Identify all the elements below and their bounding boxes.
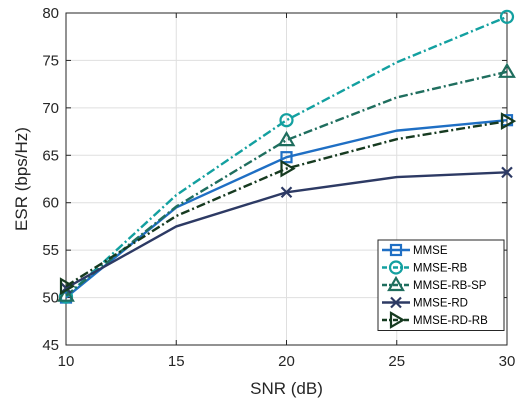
data-point-marker — [279, 113, 294, 128]
y-tick-label: 45 — [42, 337, 59, 354]
y-tick-label: 75 — [42, 52, 59, 69]
y-tick-label: 80 — [42, 5, 59, 22]
legend-label: MMSE-RB — [413, 263, 468, 275]
series-line — [65, 119, 508, 288]
y-axis-title: ESR (bps/Hz) — [12, 127, 31, 231]
series-line — [65, 15, 508, 298]
data-point-marker — [280, 151, 293, 164]
series-lines — [57, 9, 517, 304]
y-tick-label: 55 — [42, 242, 59, 259]
data-point-marker — [500, 112, 517, 131]
legend-marker — [389, 243, 403, 257]
series-mmse-rd-rb — [59, 112, 517, 296]
legend: MMSE MMSE-RB MMSE-RB-SP MMSE-RD MMSE-RD-RB — [377, 239, 505, 331]
x-axis-title: SNR (dB) — [250, 379, 323, 398]
axis-ticks: 10 15 20 25 30 45 50 55 60 65 70 75 80 — [42, 5, 515, 370]
legend-label: MMSE — [413, 245, 448, 257]
legend-marker — [389, 311, 406, 329]
legend-entry: MMSE-RB — [382, 260, 468, 275]
legend-marker — [390, 296, 402, 309]
x-tick-label: 10 — [58, 353, 75, 370]
x-tick-label: 20 — [278, 353, 295, 370]
series-line — [65, 70, 508, 297]
legend-entry: MMSE-RD-RB — [382, 311, 488, 329]
data-point-marker — [499, 9, 515, 24]
legend-entry: MMSE-RD — [382, 296, 468, 310]
legend-label: MMSE-RD — [413, 298, 468, 310]
x-tick-label: 30 — [499, 353, 516, 370]
x-tick-label: 15 — [168, 353, 185, 370]
legend-label: MMSE-RD-RB — [413, 315, 488, 327]
data-point-marker — [280, 159, 296, 178]
y-tick-label: 65 — [42, 147, 59, 164]
data-point-marker — [280, 186, 293, 199]
legend-entry: MMSE — [382, 243, 448, 257]
data-point-marker — [498, 62, 516, 78]
data-point-marker — [277, 130, 296, 147]
legend-marker — [387, 275, 405, 292]
data-point-marker — [57, 286, 75, 302]
legend-marker — [388, 260, 404, 275]
legend-label: MMSE-RB-SP — [413, 280, 487, 292]
legend-entry: MMSE-RB-SP — [382, 275, 487, 292]
x-tick-label: 25 — [388, 353, 405, 370]
y-tick-label: 60 — [42, 195, 59, 212]
series-mmse-rb-sp — [57, 62, 516, 302]
data-point-marker — [501, 166, 513, 179]
data-point-marker — [59, 277, 76, 296]
y-tick-label: 50 — [42, 290, 59, 307]
y-tick-label: 70 — [42, 100, 59, 117]
